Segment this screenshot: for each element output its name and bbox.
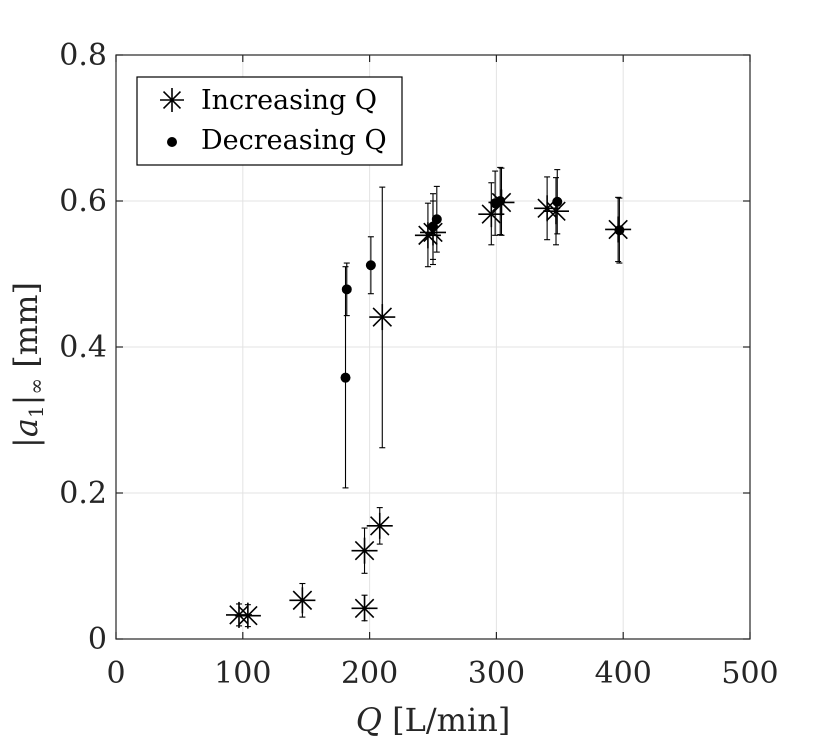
data-point-increasing [351, 595, 378, 622]
asterisk-stroke [481, 204, 502, 224]
y-axis-label-mid: | [7, 395, 45, 406]
legend-dot-icon [167, 137, 177, 147]
y-axis-label-main: |a [7, 418, 45, 448]
asterisk-stroke [423, 222, 443, 243]
legend: Increasing Q Decreasing Q [136, 76, 403, 166]
data-point-decreasing [340, 372, 351, 383]
data-point-decreasing [552, 196, 563, 207]
y-tick-label: 0.4 [59, 330, 107, 365]
x-axis: 0 100 200 300 400 500 [106, 55, 779, 691]
y-tick-label: 0 [88, 622, 107, 657]
data-point-increasing [234, 602, 261, 629]
x-axis-label-unit: [L/min] [382, 701, 510, 739]
data-point-increasing [289, 587, 316, 614]
y-tick-label: 0.8 [59, 38, 107, 73]
legend-label-increasing: Increasing Q [201, 85, 377, 116]
asterisk-stroke [546, 201, 566, 221]
asterisk-stroke [372, 307, 393, 327]
legend-asterisk-icon [160, 88, 184, 112]
legend-box [136, 76, 403, 166]
x-tick-label: 500 [721, 656, 778, 691]
y-axis-label-sub1: 1 [24, 405, 48, 418]
asterisk-stroke [238, 605, 258, 626]
y-tick-label: 0.6 [59, 184, 107, 219]
asterisk-stroke [292, 590, 313, 611]
y-axis-label-sub2: ∞ [24, 378, 48, 395]
x-tick-label: 400 [595, 656, 652, 691]
x-tick-label: 300 [468, 656, 525, 691]
y-axis-label: |a1|∞ [mm] [7, 282, 48, 448]
x-tick-label: 0 [106, 656, 125, 691]
asterisk-stroke [354, 540, 375, 561]
x-tick-label: 100 [214, 656, 271, 691]
data-point-decreasing [614, 225, 625, 236]
data-markers [225, 189, 632, 629]
y-axis-label-unit: [mm] [7, 282, 45, 378]
y-tick-label: 0.2 [59, 476, 107, 511]
data-point-decreasing [341, 284, 352, 295]
x-axis-label-symbol: Q [356, 701, 382, 739]
asterisk-stroke [354, 598, 375, 619]
asterisk-stroke [369, 516, 390, 536]
asterisk-stroke [162, 90, 182, 110]
legend-asterisk-marker [160, 88, 184, 112]
x-tick-label: 200 [341, 656, 398, 691]
data-point-decreasing [495, 196, 506, 206]
data-point-increasing [369, 304, 396, 331]
y-axis: 0 0.2 0.4 0.6 0.8 [59, 38, 750, 657]
x-axis-label: Q [L/min] [356, 701, 511, 739]
legend-dot-marker [167, 137, 177, 147]
data-point-increasing [366, 512, 393, 539]
data-point-decreasing [431, 214, 442, 225]
data-point-decreasing [365, 260, 376, 271]
data-point-increasing [542, 198, 569, 225]
legend-label-decreasing: Decreasing Q [201, 125, 387, 156]
data-point-increasing [351, 537, 378, 564]
